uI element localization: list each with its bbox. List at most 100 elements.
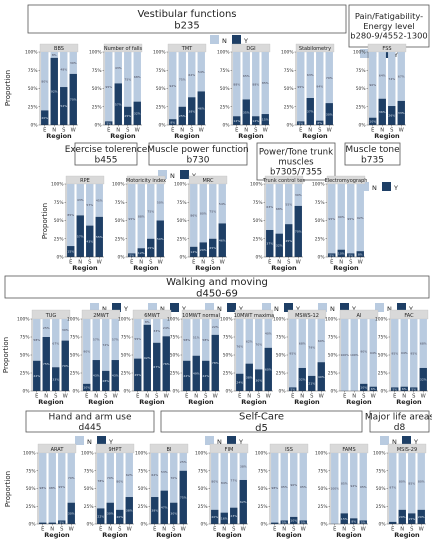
x-tick-label: S [410, 527, 413, 533]
panel-strip [181, 309, 221, 320]
data-label-y: 52% [60, 104, 67, 108]
data-label-y: 26% [388, 114, 395, 118]
y-tick-label: 25% [121, 371, 131, 377]
x-tick-label: N [308, 128, 312, 134]
bar-n [369, 52, 377, 118]
y-tick-label: 25% [115, 236, 125, 242]
legend-swatch-n [360, 49, 369, 58]
x-axis-title: Region [374, 132, 400, 140]
y-tick-label: 50% [121, 353, 131, 359]
data-label-n: 63% [266, 205, 273, 209]
bar-y [245, 363, 253, 391]
x-axis-title: Region [216, 531, 242, 539]
y-tick-label: 0% [173, 389, 180, 395]
data-label-y: 33% [52, 377, 59, 381]
bar-n [328, 184, 336, 254]
bar-y [280, 520, 288, 524]
chart-panels: BBS 80% 20% E 8% 92% N 48% 52% S 30% 70% W 0% 25% 50% 75… [17, 43, 429, 539]
legend-label-n: N [217, 438, 222, 446]
data-label-y: 5% [301, 520, 306, 524]
bar-n [419, 319, 427, 368]
bar-y [170, 502, 178, 524]
panel-strip [39, 43, 79, 53]
data-label-y: 8% [351, 519, 356, 523]
bar-n [350, 319, 358, 391]
legend-swatch-y [97, 436, 106, 445]
y-tick-label: 75% [26, 468, 36, 474]
bar-y [340, 513, 348, 524]
bar-n [266, 184, 274, 230]
bar-n [239, 453, 247, 480]
section-title: d5 [255, 423, 268, 434]
chart-panel: FIM 80% 20% E 84% 16% N 77% 23% S 38% 62% W 0% 25% 50% 7… [195, 443, 249, 539]
y-tick-label: 50% [315, 218, 325, 224]
data-label-y: 21% [308, 382, 315, 386]
data-label-n: 65% [243, 74, 250, 78]
y-tick-label: 75% [258, 468, 268, 474]
y-tick-label: 25% [356, 104, 366, 110]
bar-y [67, 502, 75, 524]
bar-n [128, 184, 136, 254]
x-tick-label: S [88, 260, 91, 266]
data-label-n: 95% [58, 485, 65, 489]
bar-n [170, 453, 178, 503]
data-label-n: 88% [252, 82, 259, 86]
bar-y [178, 106, 186, 125]
y-tick-label: 100% [23, 451, 36, 457]
data-label-y: 49% [193, 372, 200, 376]
bar-n [111, 319, 119, 361]
data-label-n: 95% [297, 85, 304, 89]
bar-n [360, 319, 368, 384]
y-tick-label: 75% [177, 200, 187, 206]
panel-strip [95, 443, 135, 454]
y-tick-label: 75% [198, 468, 208, 474]
x-axis-title: Region [174, 132, 200, 140]
x-tick-label: S [155, 394, 158, 400]
data-label-n: 68% [276, 207, 283, 211]
bar-y [285, 224, 293, 257]
data-label-y: 20% [200, 248, 207, 252]
x-tick-label: E [136, 394, 139, 400]
legend-swatch-n [148, 303, 157, 312]
bar-y [378, 98, 386, 125]
y-tick-label: 25% [138, 504, 148, 510]
bar-y [116, 509, 124, 524]
y-tick-label: 75% [28, 68, 38, 74]
data-label-y: 5% [290, 387, 295, 391]
x-tick-label: N [50, 527, 54, 533]
x-tick-label: E [238, 394, 241, 400]
data-label-n: 77% [230, 479, 237, 483]
y-tick-label: 25% [156, 104, 166, 110]
legend-label-y: Y [393, 51, 398, 59]
bar-n [86, 184, 94, 226]
bar-n [192, 319, 200, 356]
x-tick-label: E [343, 394, 346, 400]
bar-y [106, 502, 114, 524]
x-tick-label: E [393, 394, 396, 400]
bar-y [61, 340, 69, 391]
y-tick-label: 0% [359, 123, 366, 129]
x-tick-label: S [318, 128, 321, 134]
bar-y [236, 373, 244, 391]
bar-n [151, 453, 159, 498]
bar-y [306, 97, 314, 125]
panel-strip [269, 443, 309, 454]
x-tick-label: W [327, 128, 332, 134]
bar-n [391, 319, 399, 388]
y-tick-label: 75% [223, 335, 233, 341]
data-label-n: 68% [134, 75, 141, 79]
data-label-n: 85% [341, 481, 348, 485]
y-tick-label: 100% [174, 182, 187, 188]
x-axis-title: Region [276, 531, 302, 539]
x-tick-label: S [104, 394, 107, 400]
data-label-n: 50% [157, 200, 164, 204]
data-label-n: 58% [33, 338, 40, 342]
bar-n [67, 453, 75, 503]
bar-n [114, 52, 122, 84]
bar-y [202, 360, 210, 391]
section-title: d445 [79, 423, 102, 433]
data-label-n: 24% [163, 326, 170, 330]
y-tick-label: 75% [378, 335, 388, 341]
y-tick-label: 75% [376, 468, 386, 474]
bar-y [389, 521, 397, 524]
